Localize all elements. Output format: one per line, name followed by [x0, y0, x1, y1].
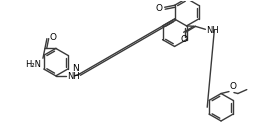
Text: NH: NH — [206, 26, 219, 35]
Text: O: O — [180, 35, 187, 44]
Text: O: O — [156, 4, 163, 13]
Text: O: O — [230, 82, 237, 91]
Text: H₂N: H₂N — [25, 60, 41, 69]
Text: N: N — [72, 64, 78, 73]
Text: NH: NH — [67, 72, 80, 81]
Text: O: O — [50, 33, 57, 42]
